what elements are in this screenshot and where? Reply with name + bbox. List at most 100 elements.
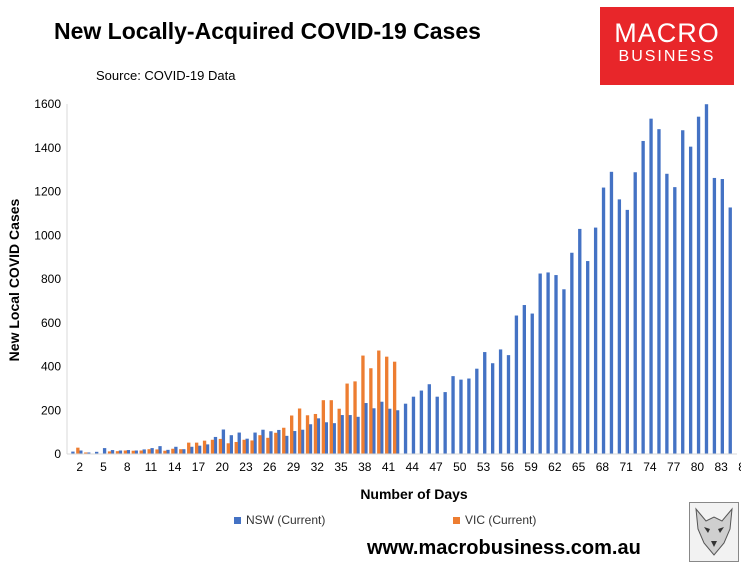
vic-bar	[329, 400, 333, 454]
nsw-bar	[205, 444, 210, 455]
nsw-bar	[190, 446, 194, 454]
nsw-bar	[578, 228, 582, 454]
nsw-bar	[554, 275, 558, 454]
nsw-bar	[380, 401, 384, 454]
nsw-bar	[110, 450, 115, 454]
nsw-bar	[419, 390, 424, 454]
x-tick-label: 32	[311, 460, 325, 474]
nsw-bar	[688, 146, 693, 454]
y-tick-label: 1600	[34, 97, 61, 111]
nsw-bar	[269, 431, 273, 454]
nsw-bar	[356, 416, 360, 454]
nsw-bar	[388, 408, 392, 454]
vic-bar	[266, 437, 270, 454]
y-tick-label: 400	[41, 360, 61, 374]
vic-bar	[147, 449, 151, 454]
nsw-bar	[704, 104, 709, 454]
nsw-bar	[657, 129, 661, 454]
nsw-bar	[237, 432, 241, 454]
x-tick-label: 50	[453, 460, 467, 474]
nsw-bar	[213, 436, 218, 454]
x-tick-label: 2	[76, 460, 83, 474]
nsw-bar	[617, 199, 622, 455]
vic-bar	[171, 448, 175, 454]
nsw-bar	[427, 384, 431, 454]
vic-bar	[392, 361, 397, 454]
vic-bar	[139, 450, 143, 454]
nsw-bars	[71, 104, 732, 455]
source-note: Source: COVID-19 Data	[96, 68, 236, 83]
legend-item-vic: VIC (Current)	[453, 513, 536, 527]
nsw-bar	[570, 252, 574, 454]
nsw-bar	[102, 448, 107, 454]
nsw-bar	[142, 449, 146, 454]
nsw-bar	[245, 438, 249, 454]
vic-bar	[313, 413, 318, 454]
macrobusiness-logo: MACRO BUSINESS	[600, 7, 734, 85]
nsw-bar	[348, 415, 352, 454]
nsw-bar	[332, 423, 336, 454]
vic-bar	[84, 452, 88, 454]
nsw-bar	[467, 378, 471, 454]
legend-item-nsw: NSW (Current)	[234, 513, 325, 527]
vic-bar	[258, 435, 262, 454]
vic-bar	[274, 432, 278, 454]
nsw-bar	[79, 450, 83, 454]
x-tick-label: 71	[619, 460, 633, 474]
nsw-bar	[601, 187, 606, 454]
nsw-bar	[609, 171, 614, 454]
y-axis-label: New Local COVID Cases	[6, 198, 22, 361]
vic-bar	[337, 408, 341, 454]
nsw-bar	[681, 130, 685, 454]
legend-label-nsw: NSW (Current)	[246, 513, 326, 527]
vic-bar	[123, 450, 128, 454]
vic-bar	[345, 383, 349, 454]
nsw-bar	[221, 429, 226, 454]
nsw-bar	[514, 315, 519, 454]
vic-bar	[179, 449, 183, 454]
vic-bar	[210, 439, 215, 454]
vic-bar	[297, 408, 302, 454]
vic-bar	[282, 427, 286, 454]
vic-bar	[107, 451, 112, 455]
vic-bar	[76, 447, 80, 454]
nsw-bar	[293, 431, 297, 454]
x-tick-labels: 2 5 8 11 14 17 20 23 26 29 32 35 38 41 44 47 50 53 56 59 62 6…	[76, 460, 741, 474]
x-tick-label: 44	[406, 460, 420, 474]
x-tick-label: 41	[382, 460, 396, 474]
x-tick-label: 14	[168, 460, 182, 474]
nsw-bar	[261, 429, 265, 454]
vic-bar	[218, 438, 223, 454]
vic-bar	[115, 451, 120, 454]
nsw-bar	[316, 418, 321, 454]
nsw-bar	[459, 379, 463, 455]
nsw-bar	[451, 376, 455, 455]
nsw-bar	[728, 207, 732, 454]
vic-bar	[290, 415, 294, 454]
nsw-bar	[641, 140, 645, 454]
x-tick-label: 38	[358, 460, 372, 474]
x-tick-label: 77	[667, 460, 681, 474]
vic-bar	[361, 355, 365, 454]
website-url: www.macrobusiness.com.au	[367, 537, 641, 559]
vic-bar	[202, 440, 207, 454]
nsw-bar	[696, 116, 701, 454]
nsw-bar	[720, 179, 724, 454]
nsw-bar	[625, 209, 629, 455]
nsw-bar	[174, 446, 178, 454]
x-tick-label: 47	[429, 460, 443, 474]
x-tick-label: 65	[572, 460, 586, 474]
y-tick-labels: 0 200 400 600 800 1000 1200 1400 1600	[34, 97, 61, 461]
nsw-bar	[340, 415, 344, 454]
y-tick-label: 200	[41, 403, 61, 417]
vic-bar	[353, 381, 357, 455]
vic-bar	[187, 442, 191, 455]
x-tick-label: 74	[643, 460, 657, 474]
vic-bar	[321, 400, 326, 454]
x-tick-label: 68	[596, 460, 610, 474]
nsw-bar	[562, 289, 566, 454]
x-tick-label: 26	[263, 460, 277, 474]
nsw-bar	[324, 422, 329, 454]
nsw-bar	[95, 451, 99, 454]
chart-title: New Locally-Acquired COVID-19 Cases	[54, 18, 481, 44]
